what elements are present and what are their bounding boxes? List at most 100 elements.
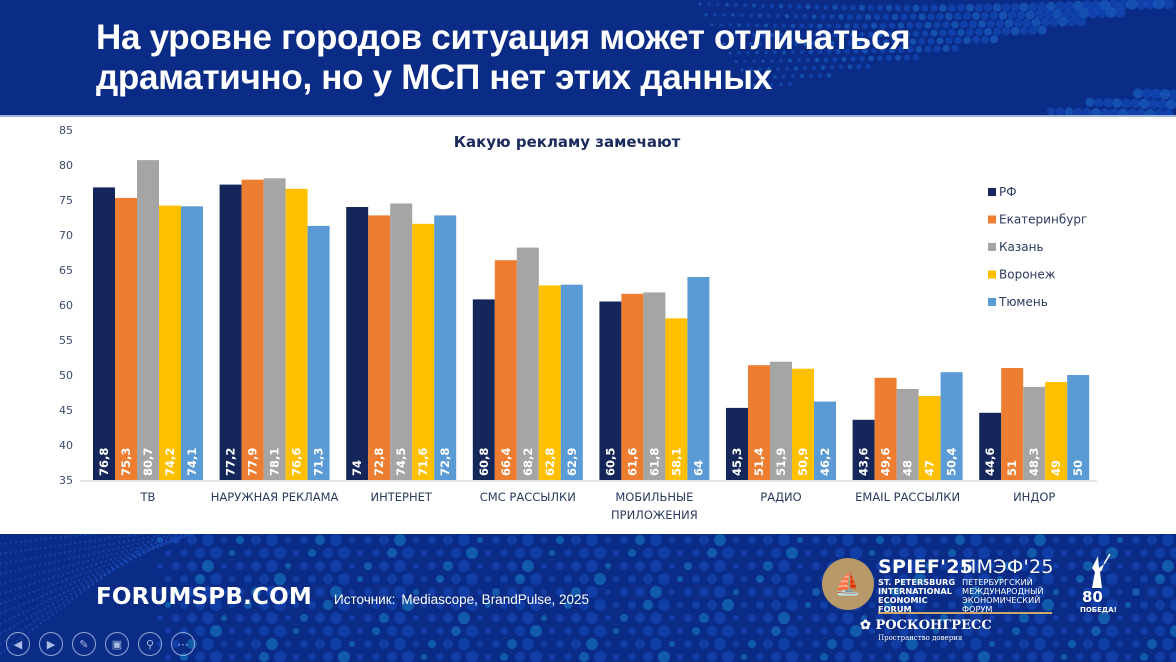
data-label: 43,6: [857, 448, 871, 476]
bar: [748, 365, 770, 480]
data-label: 64: [691, 460, 705, 476]
data-label: 62,8: [543, 448, 557, 476]
bar: [1023, 386, 1046, 480]
data-label: 77,9: [246, 448, 260, 476]
ship-seal-icon: ⛵: [822, 558, 874, 610]
data-label: 51,4: [752, 448, 766, 476]
bar: [687, 277, 710, 480]
bar: [434, 215, 457, 480]
category-label: МОБИЛЬНЫЕ: [615, 490, 693, 504]
data-label: 74,1: [185, 448, 199, 476]
category-label: ТВ: [140, 490, 156, 504]
zoom-icon[interactable]: ⚲: [138, 632, 162, 656]
bar: [852, 419, 875, 480]
victory-word: ПОБЕДА!: [1080, 606, 1117, 614]
flower-icon: ✿: [860, 618, 871, 633]
bar: [726, 407, 748, 480]
data-label: 51: [1005, 460, 1019, 476]
data-label: 77,2: [224, 448, 238, 476]
legend-swatch: [988, 215, 996, 224]
bar: [665, 318, 688, 480]
bar: [494, 260, 517, 480]
data-label: 74,2: [163, 448, 177, 476]
data-label: 71,3: [312, 448, 326, 476]
data-label: 61,8: [647, 448, 661, 476]
category-label: РАДИО: [760, 490, 801, 504]
data-label: 44,6: [983, 448, 997, 476]
next-icon[interactable]: ▶: [39, 632, 63, 656]
category-label: ИНТЕРНЕТ: [370, 490, 432, 504]
source-label: Источник:: [334, 592, 396, 607]
page-title: На уровне городов ситуация может отличат…: [96, 18, 911, 97]
bar: [368, 215, 391, 480]
bar: [115, 197, 137, 480]
data-label: 50,4: [945, 448, 959, 476]
data-label: 60,5: [603, 448, 617, 476]
legend-swatch: [988, 188, 996, 196]
victory-number: 80: [1082, 588, 1103, 606]
y-tick-label: 75: [59, 194, 73, 207]
pmef-subtitle: ПЕТЕРБУРГСКИЙ МЕЖДУНАРОДНЫЙ ЭКОНОМИЧЕСКИ…: [962, 577, 1044, 614]
site-url[interactable]: FORUMSPB.COM: [96, 584, 312, 610]
bar: [390, 203, 413, 480]
bar: [621, 293, 644, 480]
data-label: 62,9: [565, 448, 579, 476]
legend: РФ Екатеринбург Казань Воронеж Тюмень: [988, 185, 1087, 309]
data-label: 49: [1049, 460, 1063, 476]
data-label: 49,6: [879, 448, 893, 476]
slides-icon[interactable]: ▣: [105, 632, 129, 656]
data-label: 78,1: [268, 448, 282, 476]
data-label: 76,6: [290, 448, 304, 476]
roscongress-tagline: Пространство доверия: [878, 634, 963, 642]
data-label: 58,1: [669, 448, 683, 476]
logo-divider: [878, 612, 1052, 614]
data-label: 74,5: [394, 448, 408, 476]
data-label: 50,9: [796, 448, 810, 476]
y-tick-label: 50: [59, 369, 73, 382]
chart-title: Какую рекламу замечают: [454, 133, 681, 151]
bar: [219, 184, 242, 480]
more-icon[interactable]: ⋯: [171, 632, 195, 656]
footer-banner: [0, 534, 1176, 662]
roscongress-logo: ✿ РОСКОНГРЕСС Пространство доверия: [860, 618, 992, 642]
y-tick-label: 60: [59, 299, 73, 312]
bar: [412, 223, 435, 481]
y-tick-label: 40: [59, 439, 73, 452]
y-tick-label: 85: [59, 124, 73, 137]
data-label: 80,7: [141, 448, 155, 476]
header-banner: На уровне городов ситуация может отличат…: [0, 0, 1176, 116]
bar: [896, 389, 919, 480]
legend-label: РФ: [999, 185, 1017, 199]
bar: [1067, 375, 1090, 480]
bar: [643, 292, 666, 480]
bar: [874, 377, 897, 480]
legend-label: Екатеринбург: [999, 213, 1087, 227]
legend-label: Тюмень: [998, 295, 1048, 309]
data-label: 72,8: [372, 448, 386, 476]
victory-logo: 80 ПОБЕДА!: [1080, 553, 1117, 618]
bar: [159, 205, 181, 480]
slideshow-controls: ◀ ▶ ✎ ▣ ⚲ ⋯: [6, 632, 195, 656]
pmef-title: ПМЭФ'25: [962, 556, 1054, 578]
banner-dot-pattern: [698, 0, 1176, 116]
legend-swatch: [988, 243, 996, 251]
data-label: 50: [1071, 460, 1085, 476]
legend-swatch: [988, 298, 996, 306]
data-label: 48,3: [1027, 448, 1041, 476]
source-value: Mediascope, BrandPulse, 2025: [401, 592, 590, 607]
y-tick-label: 45: [59, 404, 73, 417]
bar: [285, 188, 308, 481]
bar: [940, 372, 963, 480]
pen-icon[interactable]: ✎: [72, 632, 96, 656]
y-tick-label: 80: [59, 159, 73, 172]
data-label: 61,6: [625, 448, 639, 476]
previous-icon[interactable]: ◀: [6, 632, 30, 656]
bar: [770, 361, 792, 480]
bar: [599, 301, 622, 480]
pmef-logo: ПМЭФ'25 ПЕТЕРБУРГСКИЙ МЕЖДУНАРОДНЫЙ ЭКОН…: [962, 556, 1054, 614]
data-label: 46,2: [818, 448, 832, 476]
monument-icon: [1092, 553, 1111, 588]
bar: [263, 178, 286, 481]
legend-label: Казань: [999, 240, 1044, 254]
legend-swatch: [988, 270, 996, 279]
